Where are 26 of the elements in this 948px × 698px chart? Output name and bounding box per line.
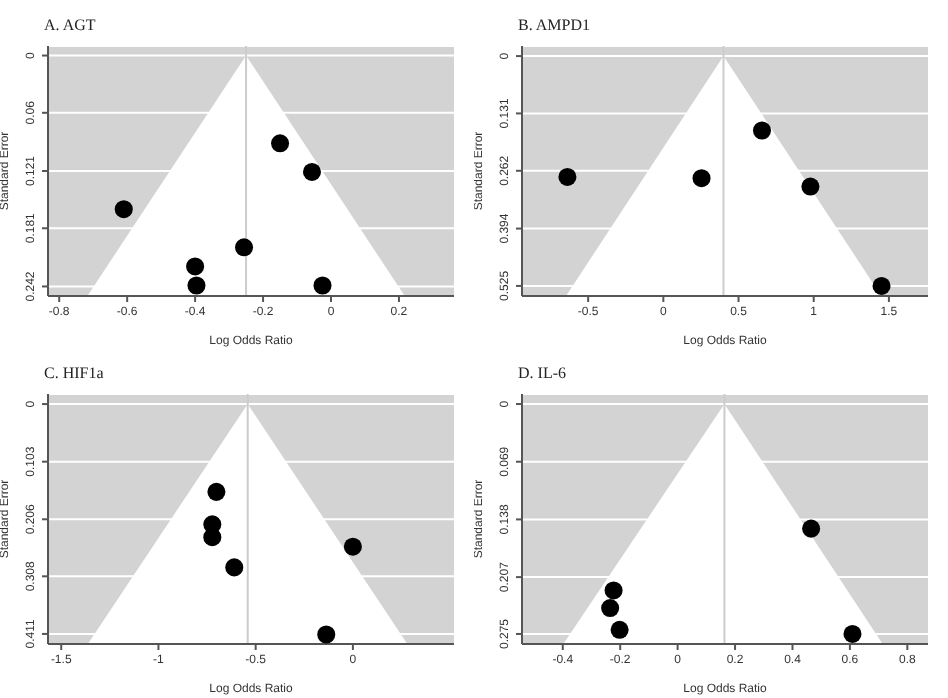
point: [313, 276, 332, 295]
point: [343, 537, 362, 556]
point: [604, 581, 623, 600]
point: [872, 276, 891, 295]
chart-title: B. AMPD1: [518, 16, 591, 34]
point: [186, 257, 205, 276]
point: [601, 599, 620, 618]
point: [225, 558, 244, 577]
point: [271, 134, 290, 153]
point: [610, 620, 629, 639]
point: [843, 624, 862, 643]
point: [692, 169, 711, 188]
point: [801, 177, 820, 196]
chart-title: A. AGT: [44, 16, 96, 34]
point: [203, 528, 222, 547]
point: [207, 482, 226, 501]
point: [235, 238, 254, 257]
point: [752, 121, 772, 140]
point: [187, 276, 206, 295]
point: [558, 167, 577, 186]
point: [114, 200, 133, 219]
point: [302, 162, 322, 181]
point: [802, 519, 821, 538]
point: [317, 625, 336, 644]
chart-title: C. HIF1a: [44, 364, 104, 382]
chart-title: D. IL-6: [518, 364, 566, 382]
